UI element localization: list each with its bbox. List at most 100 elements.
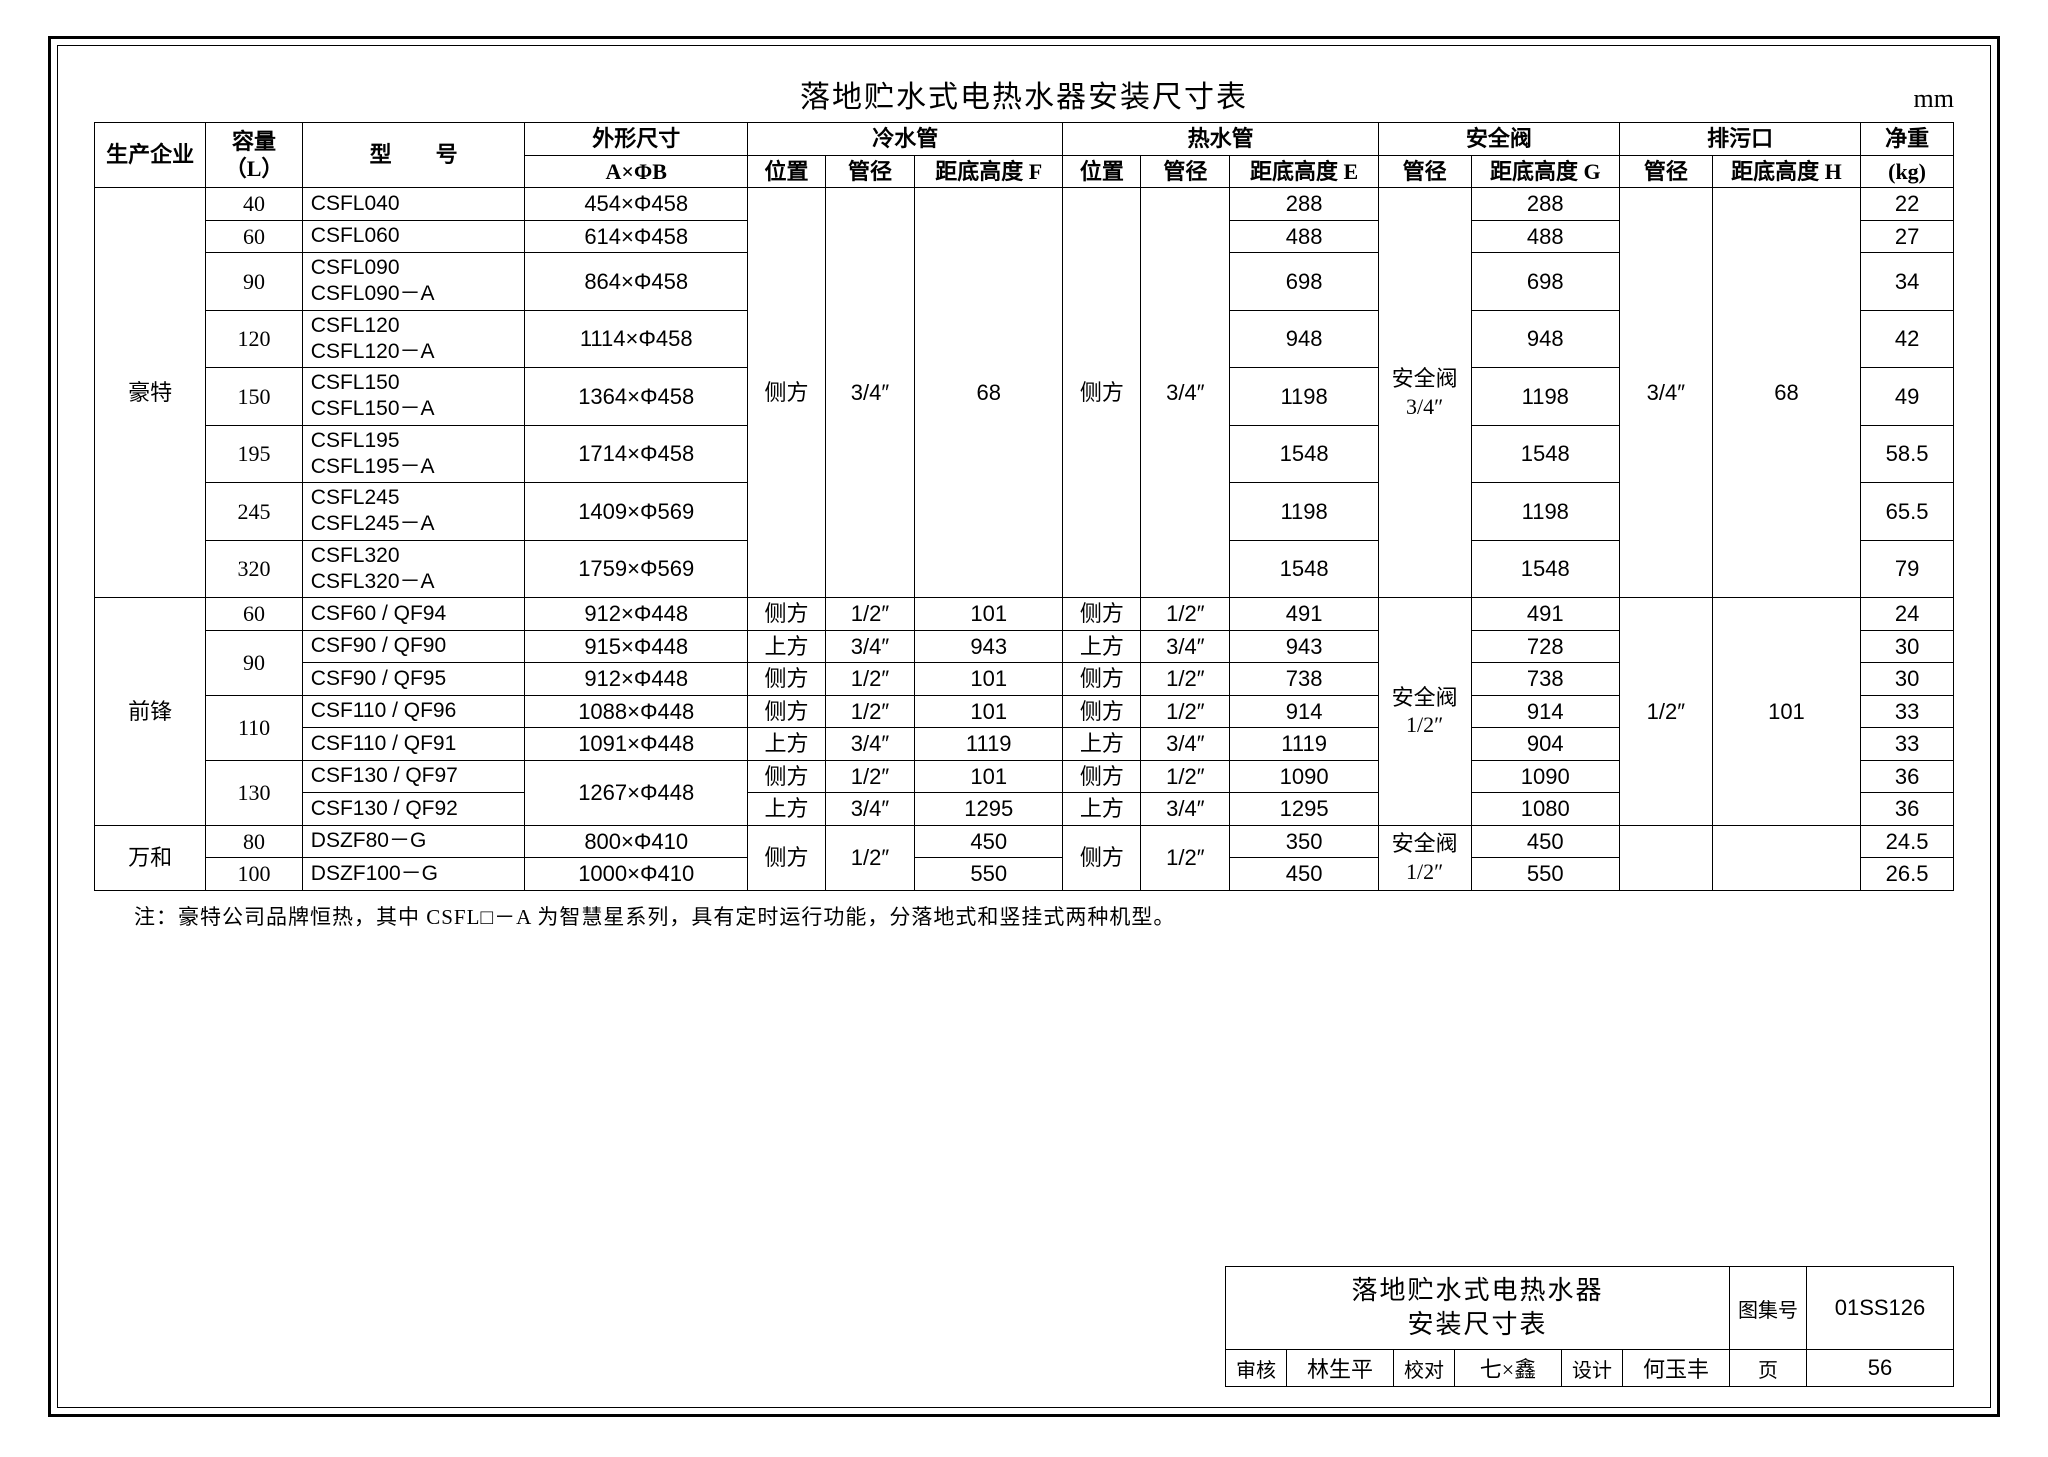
col-header: 安全阀	[1378, 123, 1619, 156]
tb-design-label: 设计	[1562, 1350, 1623, 1387]
col-header: (kg)	[1861, 155, 1954, 188]
cell: 26.5	[1861, 858, 1954, 891]
cell: 320	[206, 540, 302, 598]
cell: 1548	[1471, 540, 1619, 598]
table-row: 豪特40CSFL040454×Φ458侧方3/4″68侧方3/4″288安全阀3…	[95, 188, 1954, 221]
cell: 79	[1861, 540, 1954, 598]
cell: 101	[1712, 598, 1860, 826]
cell: 943	[915, 630, 1063, 663]
cell: DSZF80－G	[302, 825, 525, 858]
cell: 1/2″	[1141, 760, 1230, 793]
cell: 1295	[1230, 793, 1378, 826]
tb-series-value: 01SS126	[1807, 1267, 1954, 1350]
cell: 948	[1471, 310, 1619, 368]
cell: 150	[206, 368, 302, 426]
cell: 245	[206, 483, 302, 541]
cell: 60	[206, 220, 302, 253]
cell: 1119	[915, 728, 1063, 761]
cell: 侧方	[1063, 598, 1141, 631]
cell: 侧方	[1063, 825, 1141, 890]
col-header: 管径	[1378, 155, 1471, 188]
cell: CSFL245CSFL245－A	[302, 483, 525, 541]
tb-check-sig: 七×鑫	[1455, 1350, 1562, 1387]
tb-check-label: 校对	[1394, 1350, 1455, 1387]
cell: 904	[1471, 728, 1619, 761]
cell: 27	[1861, 220, 1954, 253]
cell: 1/2″	[825, 825, 914, 890]
cell: 800×Φ410	[525, 825, 748, 858]
cell: CSFL060	[302, 220, 525, 253]
cell: CSFL040	[302, 188, 525, 221]
cell: 1548	[1471, 425, 1619, 483]
cell: CSF110 / QF96	[302, 695, 525, 728]
cell: 948	[1230, 310, 1378, 368]
cell: 450	[1471, 825, 1619, 858]
cell: 侧方	[748, 188, 826, 598]
cell: 3/4″	[1619, 188, 1712, 598]
cell: 912×Φ448	[525, 598, 748, 631]
cell: 80	[206, 825, 302, 858]
cell: 36	[1861, 760, 1954, 793]
cell: 1088×Φ448	[525, 695, 748, 728]
cell: 60	[206, 598, 302, 631]
cell: 195	[206, 425, 302, 483]
col-header: 距底高度 G	[1471, 155, 1619, 188]
cell: 侧方	[748, 825, 826, 890]
cell: 33	[1861, 695, 1954, 728]
cell: 1/2″	[825, 760, 914, 793]
col-header: 位置	[1063, 155, 1141, 188]
cell: 450	[915, 825, 1063, 858]
footnote: 注：豪特公司品牌恒热，其中 CSFL□－A 为智慧星系列，具有定时运行功能，分落…	[134, 901, 1954, 931]
cell: 288	[1471, 188, 1619, 221]
col-header: 管径	[1619, 155, 1712, 188]
cell: 90	[206, 630, 302, 695]
cell: 68	[915, 188, 1063, 598]
tb-main1: 落地贮水式电热水器	[1351, 1276, 1603, 1305]
cell: 上方	[748, 793, 826, 826]
cell: 491	[1230, 598, 1378, 631]
cell: 101	[915, 598, 1063, 631]
cell: 安全阀1/2″	[1378, 825, 1471, 890]
cell: 90	[206, 253, 302, 311]
col-header: 排污口	[1619, 123, 1860, 156]
cell: 1000×Φ410	[525, 858, 748, 891]
cell: 614×Φ458	[525, 220, 748, 253]
col-header: 位置	[748, 155, 826, 188]
cell: 上方	[1063, 728, 1141, 761]
cell: 1759×Φ569	[525, 540, 748, 598]
cell: 488	[1471, 220, 1619, 253]
cell: 侧方	[748, 598, 826, 631]
cell: 36	[1861, 793, 1954, 826]
tb-page-value: 56	[1807, 1350, 1954, 1387]
cell: 3/4″	[825, 793, 914, 826]
cell: 1198	[1471, 368, 1619, 426]
cell: 65.5	[1861, 483, 1954, 541]
cell: 3/4″	[825, 630, 914, 663]
cell: 1080	[1471, 793, 1619, 826]
cell: 3/4″	[1141, 188, 1230, 598]
col-header: 管径	[1141, 155, 1230, 188]
cell: 1/2″	[825, 598, 914, 631]
col-header: 距底高度 E	[1230, 155, 1378, 188]
cell: 130	[206, 760, 302, 825]
unit-label: mm	[1914, 84, 1954, 114]
cell: CSFL090CSFL090－A	[302, 253, 525, 311]
col-header: A×ΦB	[525, 155, 748, 188]
cell: 1/2″	[1141, 825, 1230, 890]
cell: 101	[915, 695, 1063, 728]
cell: 58.5	[1861, 425, 1954, 483]
cell: 1198	[1471, 483, 1619, 541]
cell: 1714×Φ458	[525, 425, 748, 483]
table-row: 万和80DSZF80－G800×Φ410侧方1/2″450侧方1/2″350安全…	[95, 825, 1954, 858]
cell: 34	[1861, 253, 1954, 311]
cell: 1198	[1230, 368, 1378, 426]
cell: 上方	[1063, 630, 1141, 663]
cell: 40	[206, 188, 302, 221]
cell: 1409×Φ569	[525, 483, 748, 541]
cell: 33	[1861, 728, 1954, 761]
cell: 914	[1230, 695, 1378, 728]
cell: 1364×Φ458	[525, 368, 748, 426]
tb-series-label: 图集号	[1730, 1267, 1807, 1350]
cell: 侧方	[748, 695, 826, 728]
cell: 49	[1861, 368, 1954, 426]
